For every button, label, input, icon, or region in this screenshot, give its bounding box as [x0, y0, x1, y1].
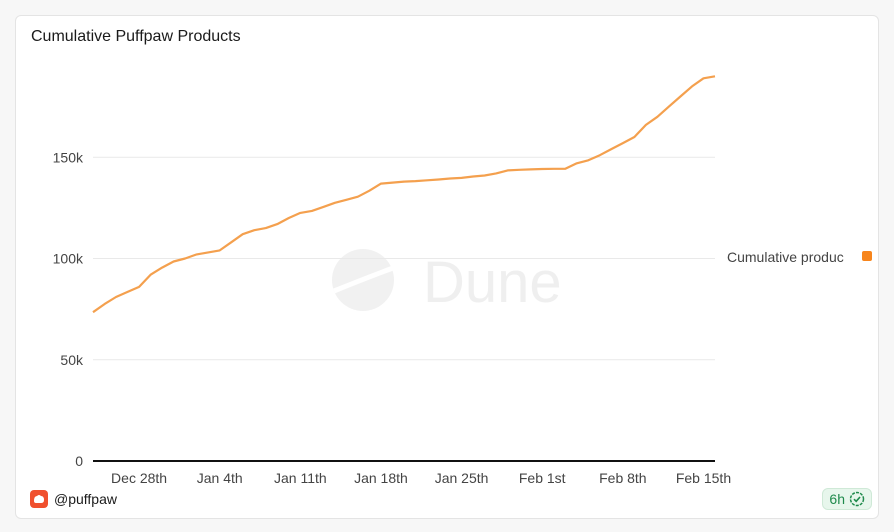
x-axis-ticks: Dec 28th Jan 4th Jan 11th Jan 18th Jan 25th F… [111, 470, 731, 486]
watermark-text: Dune [423, 250, 562, 315]
y-tick-label: 50k [60, 352, 84, 368]
y-tick-label: 100k [53, 251, 84, 267]
author-name: @puffpaw [54, 491, 117, 507]
x-tick-label: Feb 15th [676, 470, 731, 486]
series-line[interactable] [92, 75, 716, 314]
x-tick-label: Jan 4th [197, 470, 243, 486]
author-link[interactable]: @puffpaw [30, 490, 117, 508]
y-tick-label: 0 [75, 453, 83, 469]
legend[interactable]: Cumulative produc [727, 249, 872, 265]
x-tick-label: Jan 11th [274, 470, 327, 486]
x-tick-label: Feb 8th [599, 470, 646, 486]
dune-logo-cut [333, 265, 394, 294]
legend-marker [862, 251, 872, 261]
gridlines [93, 156, 715, 361]
legend-label: Cumulative produc [727, 249, 844, 265]
chart-title: Cumulative Puffpaw Products [31, 28, 241, 45]
check-circle-icon [849, 491, 865, 507]
chart-canvas: Dune 0 50k 100k 150k Dec 28th Jan 4th Jan 11t… [53, 75, 872, 486]
x-tick-label: Feb 1st [519, 470, 566, 486]
chart-card: Cumulative Puffpaw Products Dune 0 50k 100… [15, 15, 879, 519]
y-tick-label: 150k [53, 149, 84, 165]
x-tick-label: Dec 28th [111, 470, 167, 486]
freshness-badge[interactable]: 6h [822, 488, 872, 510]
x-tick-label: Jan 18th [354, 470, 408, 486]
puffpaw-logo-icon [30, 490, 48, 508]
freshness-text: 6h [829, 491, 845, 507]
x-tick-label: Jan 25th [435, 470, 489, 486]
y-axis-ticks: 0 50k 100k 150k [53, 149, 84, 469]
watermark: Dune [332, 249, 562, 315]
